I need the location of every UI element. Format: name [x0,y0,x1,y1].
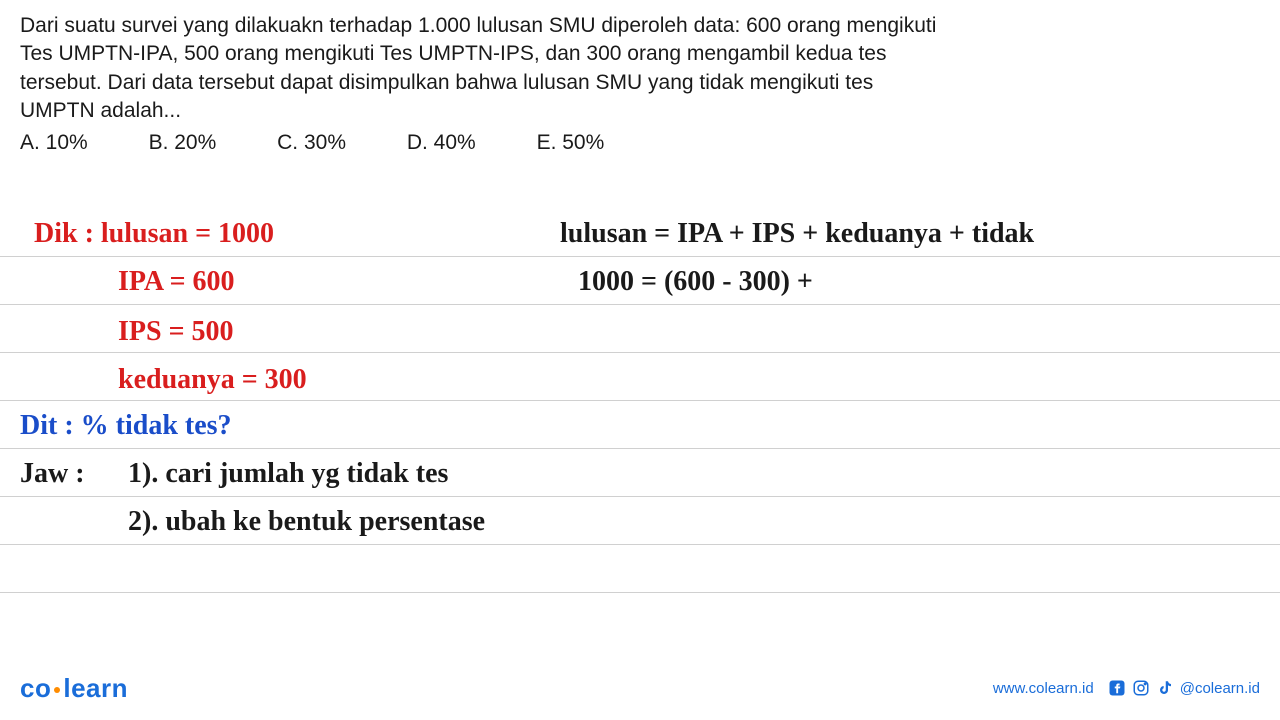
hw-dit: Dit : % tidak tes? [20,410,232,442]
brand-logo: colearn [20,673,128,704]
hw-keduanya: keduanya = 300 [118,364,307,396]
social-icons: @colearn.id [1108,679,1260,697]
rule-line [0,256,1280,257]
answer-options: A. 10% B. 20% C. 30% D. 40% E. 50% [20,131,1260,155]
hw-ips: IPS = 500 [118,316,234,348]
rule-line [0,352,1280,353]
hw-jaw1: 1). cari jumlah yg tidak tes [128,458,448,490]
tiktok-icon[interactable] [1156,679,1174,697]
logo-text-left: co [20,673,51,703]
footer: colearn www.colearn.id @colearn.id [0,668,1280,708]
instagram-icon[interactable] [1132,679,1150,697]
hw-ipa: IPA = 600 [118,266,235,298]
option-b: B. 20% [149,131,217,155]
option-e: E. 50% [537,131,605,155]
question-line-1: Dari suatu survei yang dilakuakn terhada… [20,12,1260,40]
hw-jaw2: 2). ubah ke bentuk persentase [128,506,485,538]
question-line-3: tersebut. Dari data tersebut dapat disim… [20,69,1260,97]
rule-line [0,304,1280,305]
hw-right2: 1000 = (600 - 300) + [578,266,813,298]
facebook-icon[interactable] [1108,679,1126,697]
hw-dik: Dik : lulusan = 1000 [34,218,274,250]
hw-jaw-label: Jaw : [20,458,85,490]
option-c: C. 30% [277,131,346,155]
hw-right1: lulusan = IPA + IPS + keduanya + tidak [560,218,1034,250]
rule-line [0,544,1280,545]
rule-line [0,496,1280,497]
footer-right: www.colearn.id @colearn.id [993,679,1260,697]
logo-text-right: learn [63,673,128,703]
rule-line [0,592,1280,593]
website-link[interactable]: www.colearn.id [993,680,1094,697]
logo-dot-icon [54,687,60,693]
question-line-4: UMPTN adalah... [20,97,1260,125]
option-d: D. 40% [407,131,476,155]
option-a: A. 10% [20,131,88,155]
rule-line [0,448,1280,449]
question-line-2: Tes UMPTN-IPA, 500 orang mengikuti Tes U… [20,40,1260,68]
social-handle[interactable]: @colearn.id [1180,680,1260,697]
rule-line [0,400,1280,401]
question-text: Dari suatu survei yang dilakuakn terhada… [20,12,1260,125]
question-block: Dari suatu survei yang dilakuakn terhada… [0,0,1280,163]
